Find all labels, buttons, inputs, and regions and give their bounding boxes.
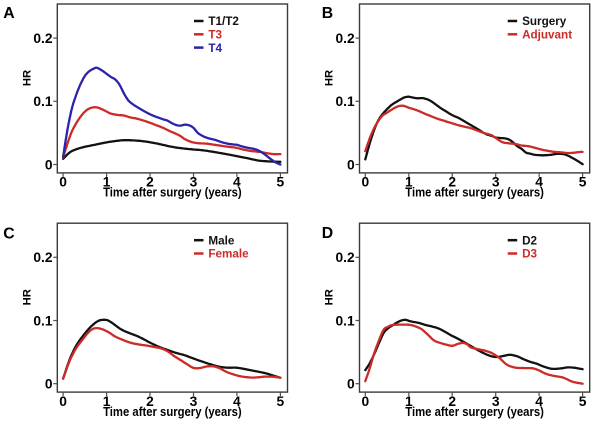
svg-text:2: 2 (146, 175, 154, 190)
svg-text:0.2: 0.2 (33, 250, 53, 265)
svg-text:0: 0 (347, 157, 355, 172)
svg-text:3: 3 (492, 394, 500, 409)
svg-text:2: 2 (448, 394, 456, 409)
svg-text:1: 1 (405, 175, 413, 190)
svg-text:0.2: 0.2 (336, 31, 356, 46)
svg-text:D2: D2 (522, 234, 537, 247)
svg-text:1: 1 (103, 394, 111, 409)
svg-text:3: 3 (190, 175, 198, 190)
svg-text:2: 2 (146, 394, 154, 409)
svg-text:0: 0 (361, 394, 369, 409)
svg-text:3: 3 (492, 175, 500, 190)
svg-text:0.2: 0.2 (336, 250, 356, 265)
svg-text:T4: T4 (208, 42, 222, 55)
svg-text:4: 4 (535, 175, 543, 190)
svg-text:4: 4 (233, 394, 241, 409)
svg-text:Female: Female (208, 248, 249, 261)
svg-text:0: 0 (361, 175, 369, 190)
svg-text:5: 5 (579, 394, 587, 409)
svg-text:0: 0 (45, 157, 53, 172)
svg-text:4: 4 (233, 175, 241, 190)
svg-text:0: 0 (59, 175, 67, 190)
svg-text:0: 0 (59, 394, 67, 409)
svg-text:Time after surgery (years): Time after surgery (years) (405, 185, 544, 200)
svg-text:HR: HR (324, 70, 336, 86)
svg-text:T1/T2: T1/T2 (208, 15, 239, 28)
svg-text:0: 0 (347, 377, 355, 392)
svg-text:HR: HR (324, 289, 336, 305)
svg-text:C: C (3, 226, 14, 243)
svg-text:Time after surgery (years): Time after surgery (years) (103, 185, 242, 200)
svg-text:1: 1 (103, 175, 111, 190)
svg-text:Surgery: Surgery (522, 15, 567, 28)
svg-text:T3: T3 (208, 29, 222, 42)
svg-text:0.1: 0.1 (33, 313, 53, 328)
svg-text:D: D (322, 225, 333, 242)
svg-text:HR: HR (22, 70, 34, 86)
svg-text:0.1: 0.1 (336, 313, 356, 328)
svg-text:Adjuvant: Adjuvant (522, 29, 572, 42)
svg-text:5: 5 (277, 394, 285, 409)
svg-text:0: 0 (45, 377, 53, 392)
svg-text:4: 4 (535, 394, 543, 409)
svg-text:D3: D3 (522, 248, 537, 261)
svg-text:5: 5 (277, 175, 285, 190)
svg-text:Time after surgery (years): Time after surgery (years) (405, 404, 544, 419)
svg-text:1: 1 (405, 394, 413, 409)
svg-text:0.1: 0.1 (33, 94, 53, 109)
svg-text:HR: HR (22, 289, 34, 305)
svg-text:5: 5 (579, 175, 587, 190)
svg-text:0.1: 0.1 (336, 94, 356, 109)
svg-text:B: B (322, 5, 333, 22)
svg-text:A: A (3, 5, 14, 22)
svg-text:Time after surgery (years): Time after surgery (years) (103, 404, 242, 419)
svg-text:3: 3 (190, 394, 198, 409)
svg-text:Male: Male (208, 234, 234, 247)
svg-text:0.2: 0.2 (33, 31, 53, 46)
svg-text:2: 2 (448, 175, 456, 190)
